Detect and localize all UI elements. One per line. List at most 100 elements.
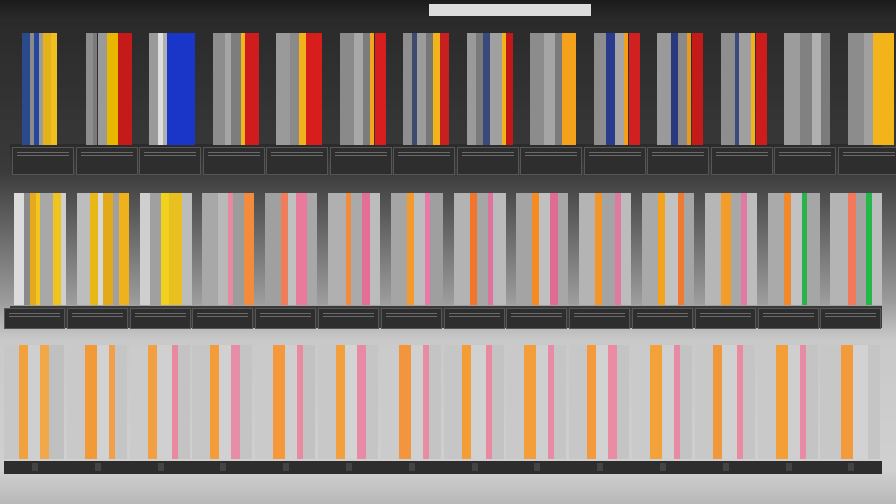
panel-stripe bbox=[369, 33, 375, 145]
panel-stripe bbox=[412, 33, 417, 145]
panel-stripe bbox=[168, 193, 182, 305]
panel-stripe bbox=[43, 33, 52, 145]
label-line bbox=[449, 313, 500, 314]
panel-stripe bbox=[118, 193, 129, 305]
panel-stripe bbox=[363, 33, 370, 145]
panel-stripe bbox=[677, 33, 687, 145]
label-text bbox=[570, 309, 629, 311]
label-line bbox=[323, 313, 374, 314]
middle-row-panel bbox=[768, 193, 820, 305]
panel-stripe bbox=[423, 345, 429, 459]
panel-stripe bbox=[346, 193, 352, 305]
panel-stripe bbox=[148, 345, 157, 459]
label-line bbox=[637, 313, 688, 314]
label-text bbox=[319, 309, 378, 311]
panel-stripe bbox=[594, 193, 603, 305]
label-line bbox=[72, 313, 123, 314]
top-row-panel bbox=[22, 33, 68, 145]
panel-stripe bbox=[403, 33, 413, 145]
panel-stripe bbox=[524, 345, 536, 459]
bottom-row-panel bbox=[67, 345, 127, 459]
panel-stripe bbox=[157, 345, 172, 459]
panel-stripe bbox=[531, 193, 540, 305]
middle-row-panel bbox=[140, 193, 192, 305]
panel-stripe bbox=[536, 345, 548, 459]
label-line bbox=[144, 155, 196, 156]
label-line bbox=[449, 316, 500, 317]
panel-stripe bbox=[233, 193, 244, 305]
label-line bbox=[589, 152, 641, 153]
panel-stripe bbox=[149, 33, 159, 145]
panel-stripe bbox=[539, 193, 550, 305]
panel-stripe bbox=[92, 33, 98, 145]
panel-stripe bbox=[328, 193, 347, 305]
panel-stripe bbox=[605, 33, 615, 145]
panel-stripe bbox=[543, 33, 556, 145]
panel-stripe bbox=[469, 193, 478, 305]
panel-stripe bbox=[150, 193, 161, 305]
panel-stripe bbox=[674, 345, 680, 459]
panel-stripe bbox=[289, 33, 299, 145]
panel-stripe bbox=[53, 193, 61, 305]
panel-stripe bbox=[306, 193, 317, 305]
panel-stripe bbox=[391, 193, 407, 305]
bottom-label bbox=[848, 463, 854, 471]
label-line bbox=[208, 155, 260, 156]
panel-stripe bbox=[429, 345, 441, 459]
bottom-row-panel bbox=[318, 345, 378, 459]
label-line bbox=[652, 155, 704, 156]
label-line bbox=[81, 155, 133, 156]
middle-row-label bbox=[820, 308, 881, 329]
panel-stripe bbox=[820, 33, 830, 145]
panel-stripe bbox=[871, 193, 882, 305]
panel-stripe bbox=[192, 345, 210, 459]
bottom-row-panel bbox=[758, 345, 818, 459]
label-line bbox=[843, 155, 895, 156]
panel-stripe bbox=[750, 33, 756, 145]
middle-row-panel bbox=[77, 193, 129, 305]
top-row-panel bbox=[784, 33, 830, 145]
label-line bbox=[716, 152, 768, 153]
label-line bbox=[462, 152, 514, 153]
middle-row-label bbox=[632, 308, 693, 329]
panel-stripe bbox=[106, 33, 119, 145]
label-line bbox=[574, 313, 625, 314]
panel-stripe bbox=[345, 345, 357, 459]
panel-stripe bbox=[432, 33, 440, 145]
label-line bbox=[135, 316, 186, 317]
panel-stripe bbox=[487, 193, 493, 305]
panel-stripe bbox=[158, 33, 163, 145]
label-line bbox=[825, 316, 876, 317]
label-line bbox=[271, 155, 323, 156]
top-row-label bbox=[774, 147, 836, 175]
panel-stripe bbox=[160, 193, 169, 305]
top-row-label bbox=[139, 147, 201, 175]
top-row-label bbox=[520, 147, 582, 175]
panel-stripe bbox=[49, 345, 64, 459]
middle-row-panel bbox=[579, 193, 631, 305]
bottom-label bbox=[534, 463, 540, 471]
panel-stripe bbox=[554, 345, 566, 459]
bottom-label bbox=[220, 463, 226, 471]
bottom-row-panel bbox=[695, 345, 755, 459]
bottom-row-panel bbox=[506, 345, 566, 459]
panel-stripe bbox=[737, 345, 743, 459]
label-line bbox=[700, 313, 751, 314]
bottom-row-panel bbox=[255, 345, 315, 459]
panel-stripe bbox=[755, 33, 767, 145]
panel-stripe bbox=[695, 345, 713, 459]
panel-stripe bbox=[297, 345, 303, 459]
panel-stripe bbox=[243, 193, 254, 305]
panel-stripe bbox=[210, 345, 219, 459]
panel-stripe bbox=[476, 33, 484, 145]
label-line bbox=[574, 316, 625, 317]
panel-stripe bbox=[276, 33, 290, 145]
label-text bbox=[267, 148, 327, 150]
middle-row-label bbox=[758, 308, 819, 329]
top-row-panel bbox=[340, 33, 386, 145]
panel-stripe bbox=[800, 345, 806, 459]
panel-stripe bbox=[14, 193, 25, 305]
middle-row-panel bbox=[202, 193, 254, 305]
top-row-label bbox=[203, 147, 265, 175]
